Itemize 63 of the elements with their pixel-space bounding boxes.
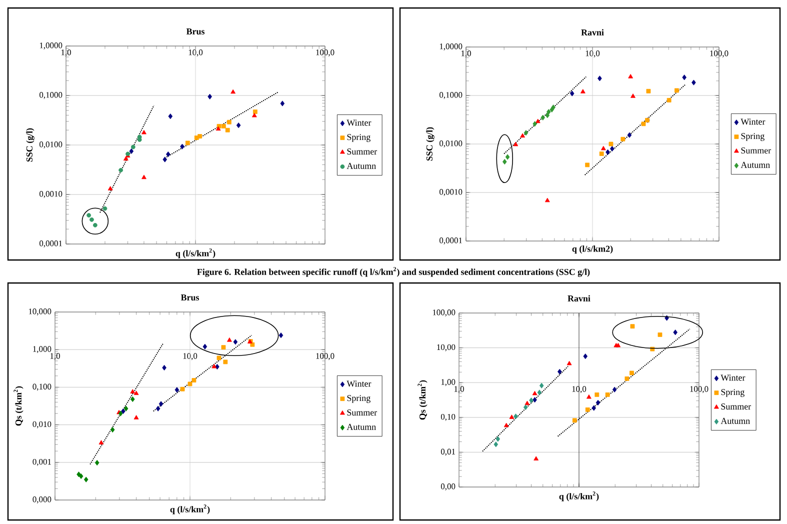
legend-label: Summer [741, 147, 772, 154]
legend-label: Autumn [346, 424, 376, 430]
x-tick-label: 100,0 [316, 353, 334, 360]
y-tick-label: 1,0000 [40, 42, 62, 50]
y-tick-label: 10,000 [28, 308, 52, 316]
chart-title: Ravni [581, 29, 604, 36]
x-tick-label: 10,0 [183, 353, 198, 360]
x-tick-label: 100,0 [710, 50, 728, 58]
y-tick-label: 100,00 [432, 310, 456, 316]
y-tick-label: 0,1000 [40, 92, 62, 99]
y-tick-label: 0,0001 [40, 240, 62, 248]
legend-label: Summer [721, 404, 752, 410]
x-tick-label: 100,0 [690, 386, 708, 394]
y-tick-label: 0,10 [440, 414, 456, 421]
legend-label: Summer [347, 410, 378, 416]
legend-label: Winter [346, 380, 372, 387]
x-tick-label: 1,0 [50, 353, 60, 360]
y-tick-label: 0,000 [32, 496, 52, 504]
y-tick-label: 1,000 [33, 346, 52, 354]
y-tick-label: 0,001 [32, 458, 51, 466]
legend-label: Spring [741, 133, 764, 141]
x-tick-label: 1,0 [461, 50, 471, 58]
x-tick-label: 10,0 [586, 50, 600, 58]
legend-label: Spring [721, 389, 744, 397]
y-tick-label: 10,00 [437, 344, 456, 352]
x-axis-title: q (l/s/km$^{2}$) [176, 248, 216, 258]
y-axis-title: SSC (g/l) [26, 128, 34, 162]
legend-label: Spring [347, 395, 370, 403]
x-tick-label: 1,0 [454, 386, 464, 394]
y-axis-title: Qs (t/km$^{2}$) [14, 386, 24, 426]
legend-label: Winter [720, 374, 746, 381]
y-tick-label: 0,00 [440, 484, 456, 490]
chart-title: Brus [186, 28, 204, 35]
legend-label: Winter [740, 118, 766, 125]
legend-label: Spring [347, 134, 370, 142]
y-tick-label: 0,0010 [40, 191, 62, 198]
y-axis-title: Qs (t/km$^{2}$) [418, 380, 428, 420]
y-tick-label: 0,0001 [440, 238, 462, 244]
x-axis-title: q (l/s/km$^{2}$) [170, 504, 210, 514]
legend-label: Winter [346, 120, 372, 126]
x-axis-title: q (l/s/km$^{2}$) [559, 492, 599, 502]
caption: Figure 6. Relation between specific runoff (q l/s/km$^{2}$) and suspended sediment concentrations (SSC g/l) [197, 267, 590, 277]
y-tick-label: 1,0000 [440, 44, 462, 50]
y-tick-label: 1,00 [441, 379, 456, 386]
legend-label: Autumn [720, 418, 750, 424]
y-tick-label: 0,1000 [440, 92, 462, 99]
x-tick-label: 10,0 [572, 386, 586, 394]
legend-label: Autumn [740, 162, 770, 168]
x-axis-title: q (l/s/km2) [572, 246, 613, 254]
y-axis-title: SSC (g/l) [426, 127, 434, 161]
x-tick-label: 10,0 [188, 50, 203, 56]
x-tick-label: 1,0 [61, 50, 71, 56]
chart-title: Ravni [568, 295, 590, 302]
y-tick-label: 0,100 [32, 384, 52, 391]
legend-label: Summer [347, 148, 378, 155]
y-tick-label: 0,01 [440, 448, 455, 456]
y-tick-label: 0,010 [32, 421, 52, 428]
y-tick-label: 0,0100 [40, 142, 62, 148]
x-tick-label: 100,0 [316, 50, 334, 56]
legend-label: Autumn [346, 162, 376, 169]
y-tick-label: 0,0010 [440, 189, 462, 196]
chart-title: Brus [180, 294, 199, 300]
y-tick-label: 0,0100 [440, 140, 462, 148]
